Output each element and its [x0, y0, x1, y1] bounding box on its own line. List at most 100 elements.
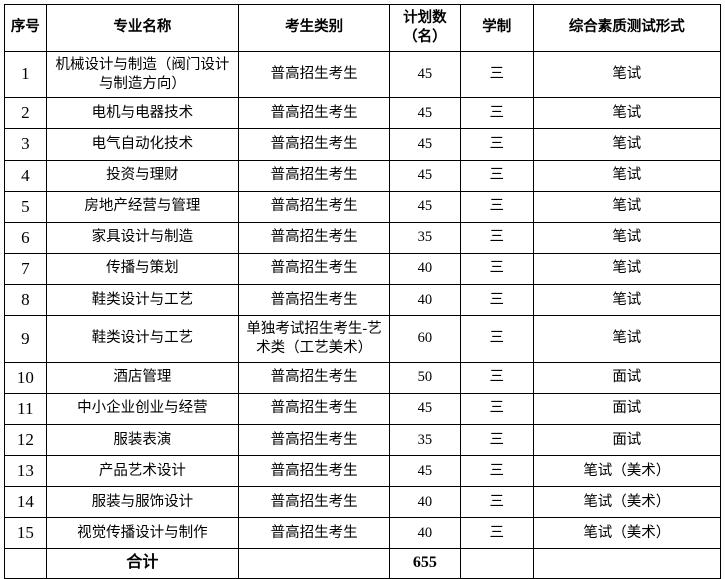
cell-category: 普高招生考生: [239, 393, 390, 424]
cell-name: 机械设计与制造（阀门设计与制造方向）: [46, 51, 239, 98]
cell-seq: 6: [5, 222, 47, 253]
total-row: 合计 655: [5, 549, 721, 579]
cell-name: 中小企业创业与经营: [46, 393, 239, 424]
cell-seq: 8: [5, 284, 47, 315]
cell-seq: 9: [5, 316, 47, 363]
cell-eval: 笔试（美术）: [533, 456, 720, 487]
cell-eval: 面试: [533, 393, 720, 424]
cell-duration: 三: [460, 284, 533, 315]
cell-eval: 笔试: [533, 222, 720, 253]
cell-plan: 45: [390, 160, 461, 191]
cell-duration: 三: [460, 393, 533, 424]
cell-seq: 11: [5, 393, 47, 424]
cell-eval: 笔试: [533, 191, 720, 222]
cell-seq: 7: [5, 253, 47, 284]
cell-category: 普高招生考生: [239, 284, 390, 315]
header-eval: 综合素质测试形式: [533, 5, 720, 52]
cell-plan: 35: [390, 424, 461, 455]
cell-name: 电气自动化技术: [46, 129, 239, 160]
cell-plan: 45: [390, 191, 461, 222]
cell-seq: 5: [5, 191, 47, 222]
table-row: 12服装表演普高招生考生35三面试: [5, 424, 721, 455]
cell-plan: 45: [390, 98, 461, 129]
cell-plan: 40: [390, 487, 461, 518]
cell-seq: 10: [5, 362, 47, 393]
cell-seq: 15: [5, 518, 47, 549]
cell-eval: 笔试: [533, 284, 720, 315]
cell-seq: 12: [5, 424, 47, 455]
cell-duration: 三: [460, 222, 533, 253]
cell-category: 普高招生考生: [239, 98, 390, 129]
cell-duration: 三: [460, 487, 533, 518]
cell-empty: [460, 549, 533, 579]
cell-eval: 笔试: [533, 129, 720, 160]
cell-empty: [239, 549, 390, 579]
header-row: 序号 专业名称 考生类别 计划数（名） 学制 综合素质测试形式: [5, 5, 721, 52]
cell-empty: [5, 549, 47, 579]
cell-plan: 45: [390, 51, 461, 98]
cell-plan: 35: [390, 222, 461, 253]
table-row: 2电机与电器技术普高招生考生45三笔试: [5, 98, 721, 129]
cell-duration: 三: [460, 51, 533, 98]
cell-duration: 三: [460, 316, 533, 363]
cell-eval: 面试: [533, 362, 720, 393]
table-row: 11中小企业创业与经营普高招生考生45三面试: [5, 393, 721, 424]
table-row: 15视觉传播设计与制作普高招生考生40三笔试（美术）: [5, 518, 721, 549]
cell-category: 普高招生考生: [239, 253, 390, 284]
header-plan: 计划数（名）: [390, 5, 461, 52]
cell-seq: 3: [5, 129, 47, 160]
cell-name: 产品艺术设计: [46, 456, 239, 487]
cell-seq: 14: [5, 487, 47, 518]
cell-name: 服装表演: [46, 424, 239, 455]
cell-name: 投资与理财: [46, 160, 239, 191]
cell-plan: 50: [390, 362, 461, 393]
header-seq: 序号: [5, 5, 47, 52]
cell-plan: 45: [390, 129, 461, 160]
cell-seq: 1: [5, 51, 47, 98]
admissions-plan-table: 序号 专业名称 考生类别 计划数（名） 学制 综合素质测试形式 1机械设计与制造…: [4, 4, 721, 579]
cell-duration: 三: [460, 362, 533, 393]
header-name: 专业名称: [46, 5, 239, 52]
cell-name: 房地产经营与管理: [46, 191, 239, 222]
cell-duration: 三: [460, 424, 533, 455]
cell-category: 普高招生考生: [239, 51, 390, 98]
total-value: 655: [390, 549, 461, 579]
cell-duration: 三: [460, 518, 533, 549]
cell-category: 普高招生考生: [239, 129, 390, 160]
table-row: 8鞋类设计与工艺普高招生考生40三笔试: [5, 284, 721, 315]
table-row: 7传播与策划普高招生考生40三笔试: [5, 253, 721, 284]
cell-name: 鞋类设计与工艺: [46, 316, 239, 363]
cell-plan: 60: [390, 316, 461, 363]
cell-category: 单独考试招生考生-艺术类（工艺美术）: [239, 316, 390, 363]
cell-name: 视觉传播设计与制作: [46, 518, 239, 549]
cell-plan: 45: [390, 456, 461, 487]
cell-category: 普高招生考生: [239, 191, 390, 222]
cell-name: 酒店管理: [46, 362, 239, 393]
cell-category: 普高招生考生: [239, 222, 390, 253]
cell-duration: 三: [460, 456, 533, 487]
cell-eval: 面试: [533, 424, 720, 455]
cell-name: 传播与策划: [46, 253, 239, 284]
cell-seq: 4: [5, 160, 47, 191]
cell-category: 普高招生考生: [239, 456, 390, 487]
cell-category: 普高招生考生: [239, 362, 390, 393]
cell-eval: 笔试: [533, 98, 720, 129]
table-row: 13产品艺术设计普高招生考生45三笔试（美术）: [5, 456, 721, 487]
total-label: 合计: [46, 549, 239, 579]
cell-duration: 三: [460, 160, 533, 191]
cell-duration: 三: [460, 253, 533, 284]
cell-category: 普高招生考生: [239, 518, 390, 549]
cell-seq: 2: [5, 98, 47, 129]
cell-name: 家具设计与制造: [46, 222, 239, 253]
cell-seq: 13: [5, 456, 47, 487]
cell-eval: 笔试: [533, 51, 720, 98]
cell-category: 普高招生考生: [239, 424, 390, 455]
cell-plan: 45: [390, 393, 461, 424]
header-category: 考生类别: [239, 5, 390, 52]
header-duration: 学制: [460, 5, 533, 52]
cell-category: 普高招生考生: [239, 487, 390, 518]
cell-name: 鞋类设计与工艺: [46, 284, 239, 315]
table-row: 5房地产经营与管理普高招生考生45三笔试: [5, 191, 721, 222]
cell-eval: 笔试: [533, 253, 720, 284]
cell-plan: 40: [390, 518, 461, 549]
